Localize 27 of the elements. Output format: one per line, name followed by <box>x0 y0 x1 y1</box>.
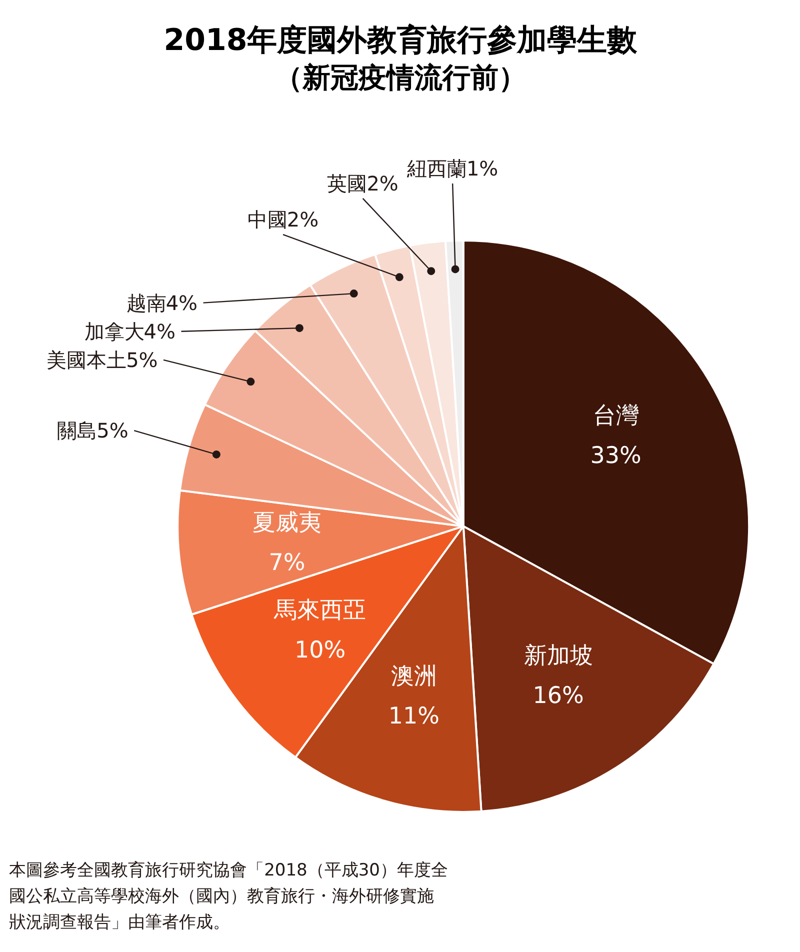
data-label: 2% <box>366 172 398 196</box>
data-label: 7% <box>268 550 306 576</box>
data-label: 16% <box>532 682 584 709</box>
data-label: 1% <box>466 156 498 181</box>
slice-label: 馬來西亞 <box>273 597 366 624</box>
data-label: 5% <box>126 348 158 372</box>
slice-label: 中國 <box>247 208 288 232</box>
data-label: 5% <box>96 418 128 443</box>
slice-label: 澳洲 <box>390 663 437 690</box>
data-label: 4% <box>144 319 176 344</box>
slice-label: 關島 <box>57 418 98 443</box>
data-label: 10% <box>294 637 346 664</box>
slice-label: 台灣 <box>592 403 639 430</box>
data-label: 33% <box>590 443 642 470</box>
slice-label: 新加坡 <box>524 642 593 669</box>
slice-label: 加拿大 <box>84 319 144 344</box>
data-label: 11% <box>388 703 440 730</box>
text: 本圖參考全國教育旅行研究協會「2018（平成30）年度全國公私立高等學校海外（國內）教育旅行・海外研修實施狀況調查報告」由筆者作成。 <box>9 860 448 932</box>
slice-label: 越南 <box>126 290 166 315</box>
slice-label: 英國 <box>327 172 368 196</box>
data-label: 4% <box>166 290 198 315</box>
data-label: 2% <box>286 208 319 232</box>
chart-subtitle: （新冠疫情流行前） <box>274 61 526 94</box>
slice-label: 夏威夷 <box>252 510 322 536</box>
chart-title: 2018年度國外教育旅行參加學生數 <box>164 23 638 58</box>
slice-label: 美國本土 <box>46 348 127 372</box>
slice-label: 紐西蘭 <box>406 156 467 181</box>
